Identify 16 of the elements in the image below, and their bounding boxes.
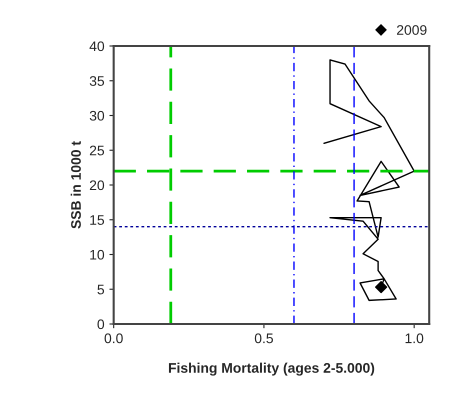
y-tick-label: 25 bbox=[90, 146, 104, 156]
y-tick-label: 15 bbox=[90, 215, 104, 225]
x-tick-label: 0.5 bbox=[254, 333, 273, 344]
line-series bbox=[323, 59, 415, 302]
y-tick-label: 5 bbox=[97, 284, 104, 294]
x-axis-title: Fishing Mortality (ages 2-5.000) bbox=[168, 362, 374, 376]
y-axis-title: SSB in 1000 t bbox=[70, 141, 81, 229]
y-tick-label: 0 bbox=[97, 319, 104, 330]
y-tick-label: 30 bbox=[90, 110, 104, 121]
y-tick-label: 20 bbox=[90, 180, 104, 190]
y-tick-label: 10 bbox=[90, 250, 104, 260]
x-tick-label: 1.0 bbox=[406, 333, 424, 344]
y-tick-label: 40 bbox=[90, 41, 104, 52]
x-tick-label: 0.0 bbox=[104, 333, 123, 344]
legend-label: 2009 bbox=[396, 25, 427, 35]
y-tick-label: 35 bbox=[90, 76, 104, 86]
